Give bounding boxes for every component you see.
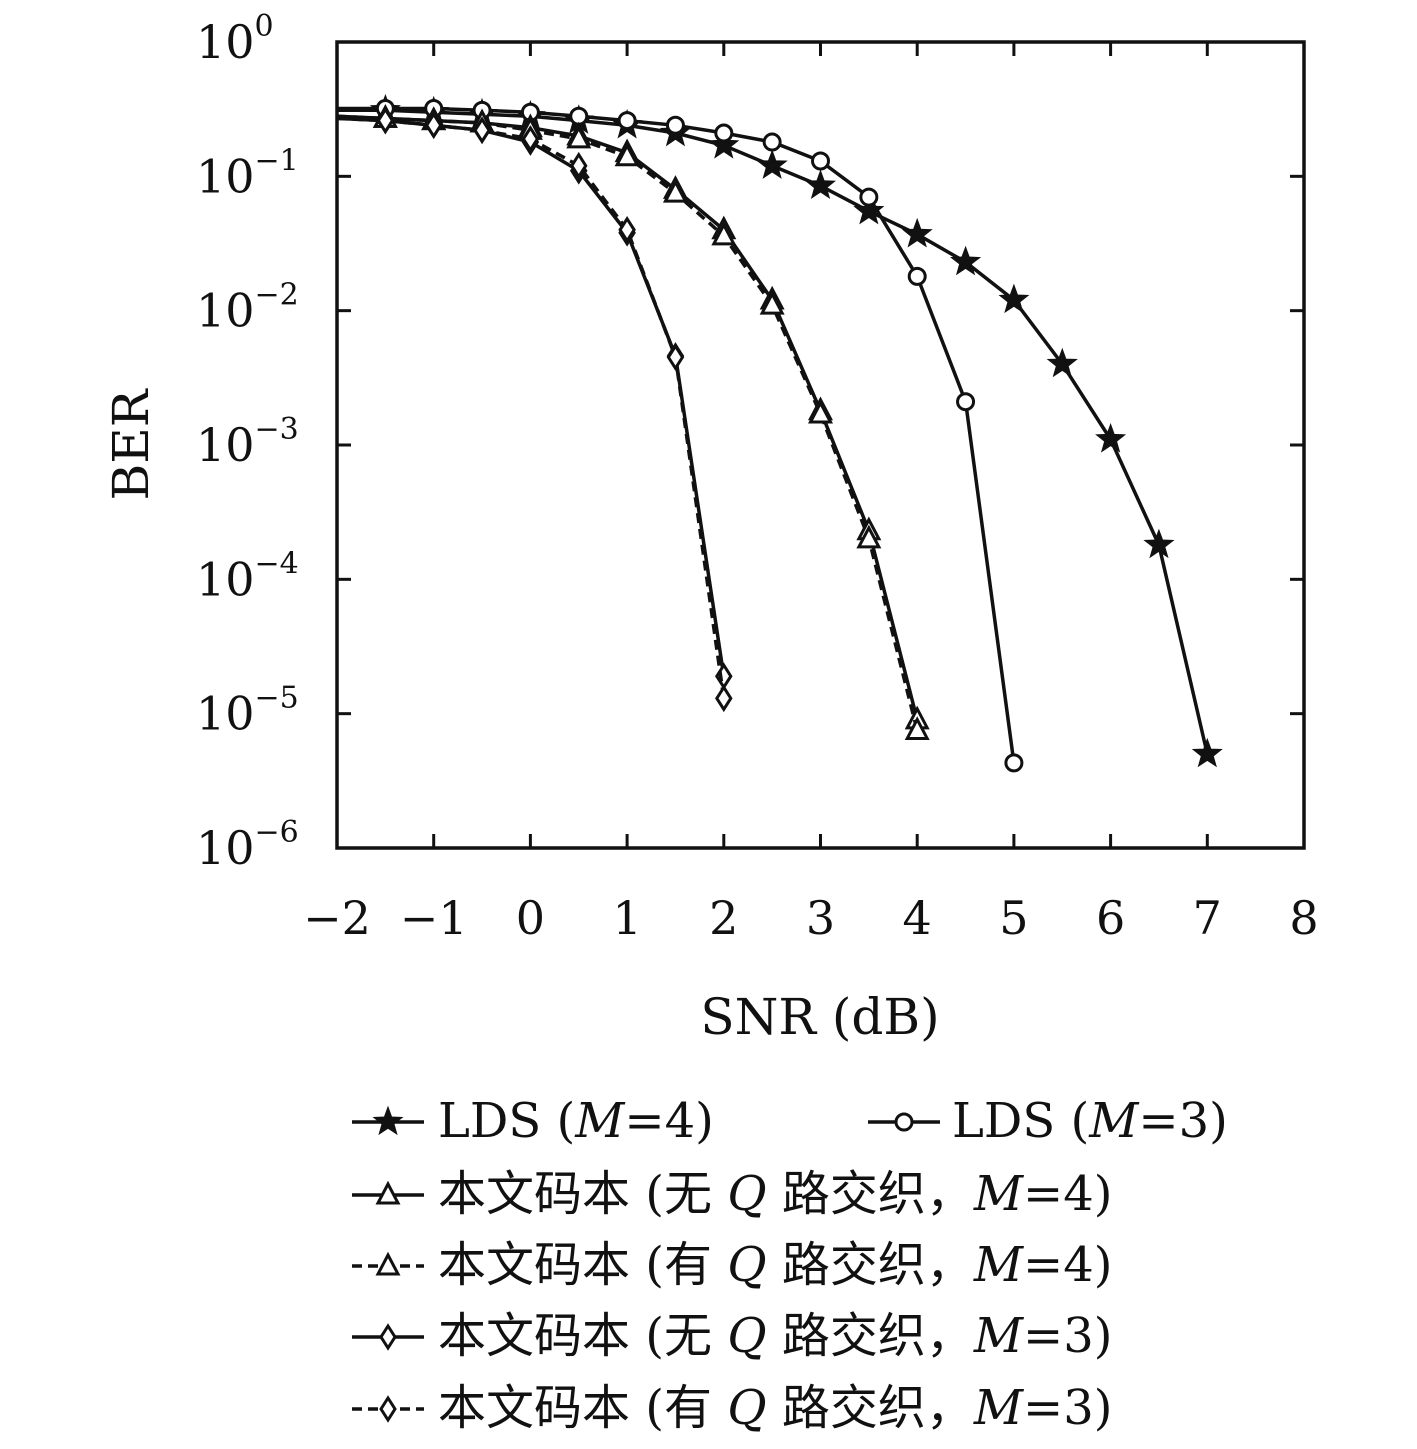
y-axis-title: BER <box>102 388 160 500</box>
data-point-diamond <box>473 116 491 145</box>
data-point-star <box>901 217 933 248</box>
y-tick-label: 10−5 <box>196 681 299 741</box>
y-tick-label: 10−1 <box>196 143 299 203</box>
legend-entry-codebook-noq-m4: 本文码本 (无 Q 路交织，M=4) <box>352 1166 1113 1222</box>
y-tick-label: 10−4 <box>196 546 299 606</box>
data-point-star <box>949 245 982 276</box>
data-point-star <box>1095 422 1127 453</box>
axis-ticks-group <box>335 40 1306 850</box>
data-point-diamond <box>376 106 395 135</box>
legend-entry-lds-m3: LDS (M=3) <box>868 1093 1228 1149</box>
data-point-circle <box>762 132 782 152</box>
legend-label-codebook-q-m3: 本文码本 (有 Q 路交织，M=3) <box>438 1380 1113 1436</box>
data-point-diamond <box>715 684 733 713</box>
data-point-circle <box>1004 753 1024 773</box>
x-tick-label: 2 <box>709 891 738 945</box>
data-point-circle <box>956 392 976 412</box>
data-point-star <box>805 169 836 199</box>
y-tick-label: 100 <box>196 9 274 69</box>
data-point-diamond <box>569 151 588 180</box>
data-point-diamond <box>618 215 636 244</box>
x-tick-label: −1 <box>400 891 468 945</box>
legend-sample-codebook-noq-m4 <box>352 1180 424 1205</box>
legend-marker-triangle <box>375 1180 401 1205</box>
y-tick-label: 10−2 <box>196 278 299 338</box>
data-point-triangle <box>856 524 882 549</box>
plot-series-group <box>336 93 1223 773</box>
data-point-diamond <box>666 343 685 372</box>
legend-entry-codebook-q-m3: 本文码本 (有 Q 路交织，M=3) <box>352 1380 1113 1436</box>
legend-entry-codebook-noq-m3: 本文码本 (无 Q 路交织，M=3) <box>352 1308 1113 1364</box>
x-tick-label: 7 <box>1193 891 1222 945</box>
x-tick-label: 8 <box>1289 891 1318 945</box>
legend-entry-lds-m4: LDS (M=4) <box>352 1093 714 1149</box>
data-point-circle <box>859 187 879 207</box>
data-point-circle <box>907 266 927 286</box>
legend-sample-codebook-q-m3 <box>352 1395 424 1423</box>
tick-labels-group: −2 −1 0 1 2 3 4 5 6 7 8 100 10−1 10−2 10−3 10−4 10−5 10−6 <box>196 9 1319 945</box>
x-tick-label: 4 <box>903 891 932 945</box>
legend-marker-star <box>372 1105 404 1136</box>
x-tick-label: 3 <box>806 891 835 945</box>
legend-sample-lds-m3 <box>868 1112 940 1132</box>
legend-label-codebook-noq-m3: 本文码本 (无 Q 路交织，M=3) <box>438 1308 1113 1364</box>
legend-sample-lds-m4 <box>352 1105 424 1136</box>
legend-marker-circle <box>894 1112 914 1132</box>
data-point-star <box>1143 528 1175 559</box>
x-tick-label: 0 <box>516 891 545 945</box>
legend-marker-triangle <box>375 1251 401 1276</box>
legend-marker-diamond <box>379 1395 397 1423</box>
chart-legend: LDS (M=4) LDS (M=3) 本文码本 (无 Q 路交织，M=4) 本… <box>352 1093 1228 1436</box>
data-point-triangle <box>808 399 833 424</box>
data-point-triangle <box>711 221 737 246</box>
data-point-star <box>853 194 885 225</box>
legend-entry-codebook-q-m4: 本文码本 (有 Q 路交织，M=4) <box>352 1237 1113 1293</box>
x-axis-title: SNR (dB) <box>700 988 939 1046</box>
data-point-diamond <box>521 125 540 153</box>
x-tick-label: 6 <box>1096 891 1125 945</box>
data-point-triangle <box>662 178 688 203</box>
legend-label-lds-m3: LDS (M=3) <box>952 1093 1228 1149</box>
x-tick-label: −2 <box>303 891 371 945</box>
data-point-star <box>756 149 788 179</box>
legend-label-codebook-q-m4: 本文码本 (有 Q 路交织，M=4) <box>438 1237 1113 1293</box>
series-5 <box>336 106 733 713</box>
legend-marker-diamond <box>379 1323 397 1351</box>
data-point-star <box>998 283 1030 314</box>
data-point-circle <box>714 123 734 143</box>
data-point-triangle <box>759 290 785 315</box>
data-point-triangle <box>904 716 930 740</box>
data-point-circle <box>617 111 637 131</box>
legend-sample-codebook-noq-m3 <box>352 1323 424 1351</box>
y-tick-label: 10−3 <box>196 412 299 472</box>
data-point-circle <box>665 115 685 135</box>
legend-label-codebook-noq-m4: 本文码本 (无 Q 路交织，M=4) <box>438 1166 1113 1222</box>
y-tick-label: 10−6 <box>196 815 299 875</box>
legend-label-lds-m4: LDS (M=4) <box>438 1093 714 1149</box>
data-point-star <box>1046 347 1078 378</box>
data-point-triangle <box>566 124 592 149</box>
legend-sample-codebook-q-m4 <box>352 1251 424 1276</box>
data-point-star <box>708 129 740 159</box>
x-tick-label: 1 <box>612 891 641 945</box>
data-point-circle <box>811 151 830 171</box>
x-tick-label: 5 <box>999 891 1028 945</box>
data-point-triangle <box>614 142 640 167</box>
data-point-star <box>1191 737 1223 768</box>
data-point-diamond <box>424 111 443 140</box>
